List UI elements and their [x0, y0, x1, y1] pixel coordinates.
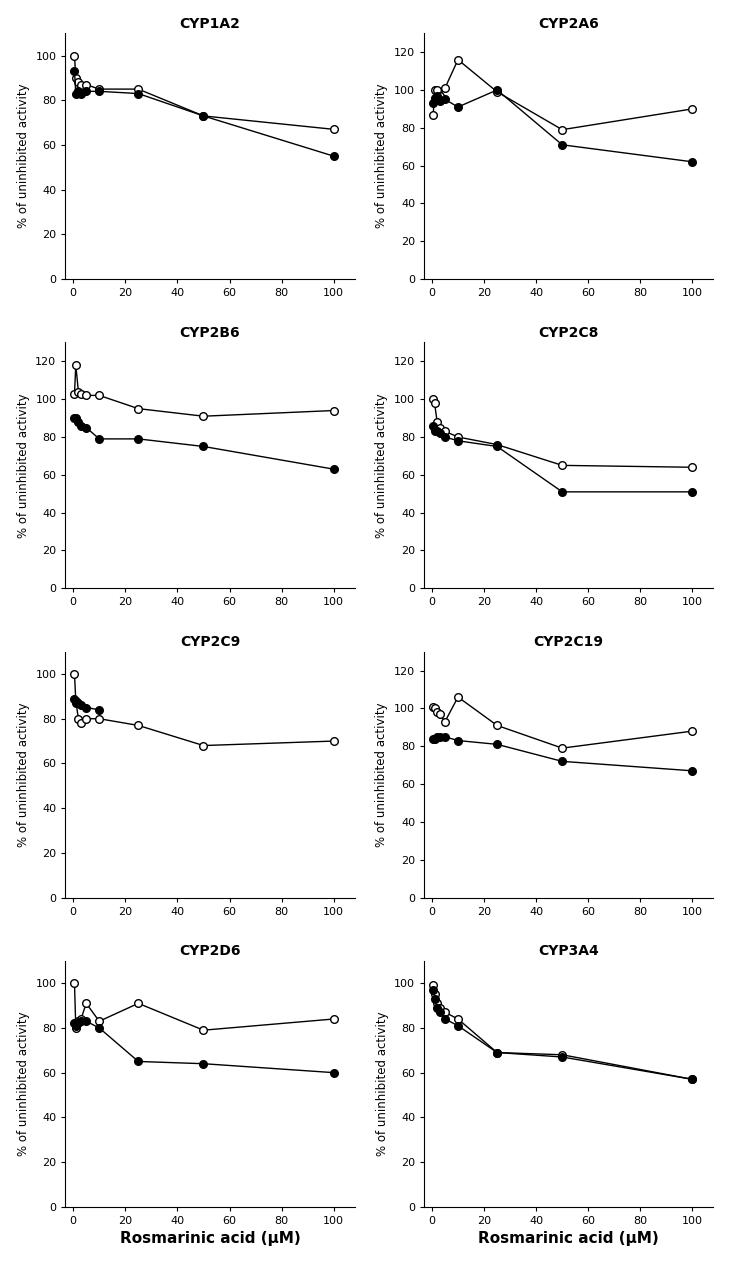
- X-axis label: Rosmarinic acid (μM): Rosmarinic acid (μM): [478, 1231, 659, 1247]
- Title: CYP2B6: CYP2B6: [180, 326, 240, 340]
- Title: CYP2C8: CYP2C8: [539, 326, 599, 340]
- Y-axis label: % of uninhibited activity: % of uninhibited activity: [375, 702, 388, 847]
- Y-axis label: % of uninhibited activity: % of uninhibited activity: [17, 393, 30, 538]
- Title: CYP2C19: CYP2C19: [534, 635, 604, 649]
- Title: CYP2D6: CYP2D6: [180, 945, 241, 959]
- Y-axis label: % of uninhibited activity: % of uninhibited activity: [17, 702, 30, 847]
- Y-axis label: % of uninhibited activity: % of uninhibited activity: [17, 1012, 30, 1156]
- Y-axis label: % of uninhibited activity: % of uninhibited activity: [375, 83, 388, 229]
- Title: CYP3A4: CYP3A4: [538, 945, 599, 959]
- Title: CYP2C9: CYP2C9: [180, 635, 240, 649]
- X-axis label: Rosmarinic acid (μM): Rosmarinic acid (μM): [120, 1231, 300, 1247]
- Title: CYP1A2: CYP1A2: [180, 16, 240, 30]
- Y-axis label: % of uninhibited activity: % of uninhibited activity: [17, 83, 30, 229]
- Title: CYP2A6: CYP2A6: [538, 16, 599, 30]
- Y-axis label: % of uninhibited activity: % of uninhibited activity: [375, 1012, 388, 1156]
- Y-axis label: % of uninhibited activity: % of uninhibited activity: [375, 393, 388, 538]
